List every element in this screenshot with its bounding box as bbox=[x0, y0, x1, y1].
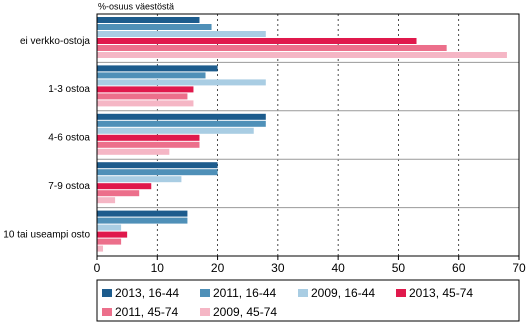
legend-label: 2013, 45-74 bbox=[409, 286, 473, 300]
x-tick-label: 50 bbox=[392, 261, 406, 275]
bar bbox=[97, 238, 122, 245]
bar bbox=[97, 141, 200, 148]
bar bbox=[97, 162, 218, 169]
bar bbox=[97, 31, 266, 37]
x-tick-label: 0 bbox=[94, 261, 101, 275]
bar bbox=[97, 134, 200, 141]
x-tick-label: 60 bbox=[452, 261, 466, 275]
bar bbox=[97, 17, 200, 23]
bar bbox=[97, 190, 140, 197]
bar bbox=[97, 79, 266, 86]
legend-label: 2011, 45-74 bbox=[115, 305, 178, 319]
bar bbox=[97, 65, 218, 72]
x-tick-label: 30 bbox=[271, 261, 285, 275]
x-tick-label: 70 bbox=[512, 261, 526, 275]
legend-swatch bbox=[102, 308, 112, 316]
bar bbox=[97, 231, 128, 238]
legend-swatch bbox=[298, 289, 308, 297]
bar bbox=[97, 183, 152, 190]
bar bbox=[97, 120, 266, 127]
x-tick-label: 40 bbox=[331, 261, 345, 275]
plot-frame bbox=[96, 13, 520, 257]
y-tick-label: ei verkko-ostoja bbox=[20, 36, 90, 47]
bar bbox=[97, 148, 170, 155]
y-tick-label: 1-3 ostoa bbox=[48, 84, 90, 95]
y-tick-label: 4-6 ostoa bbox=[48, 133, 90, 144]
bar bbox=[97, 210, 188, 217]
bar bbox=[97, 169, 218, 176]
legend-swatch bbox=[200, 308, 210, 316]
bar bbox=[97, 217, 188, 224]
bar bbox=[97, 245, 104, 252]
bar bbox=[97, 93, 188, 100]
bar bbox=[97, 86, 194, 93]
bar bbox=[97, 176, 182, 183]
x-tick-label: 10 bbox=[151, 261, 165, 275]
bar bbox=[97, 72, 206, 79]
bar bbox=[97, 113, 266, 120]
legend-swatch bbox=[396, 289, 406, 297]
axis-title: %-osuus väestöstä bbox=[98, 1, 174, 11]
bar bbox=[97, 224, 122, 231]
bar bbox=[97, 127, 254, 134]
legend-box bbox=[96, 279, 520, 322]
legend-swatch bbox=[200, 289, 210, 297]
bar bbox=[97, 24, 212, 30]
y-tick-label: 7-9 ostoa bbox=[48, 181, 90, 192]
x-tick-label: 20 bbox=[211, 261, 225, 275]
legend-label: 2009, 16-44 bbox=[311, 286, 375, 300]
bar bbox=[97, 197, 116, 204]
legend-label: 2013, 16-44 bbox=[115, 286, 179, 300]
bar bbox=[97, 100, 194, 107]
legend-swatch bbox=[102, 289, 112, 297]
bar bbox=[97, 52, 507, 58]
legend-label: 2009, 45-74 bbox=[213, 305, 277, 319]
y-tick-label: 10 tai useampi osto bbox=[3, 229, 90, 240]
legend-label: 2011, 16-44 bbox=[213, 286, 276, 300]
bar bbox=[97, 45, 447, 51]
bar bbox=[97, 38, 417, 44]
